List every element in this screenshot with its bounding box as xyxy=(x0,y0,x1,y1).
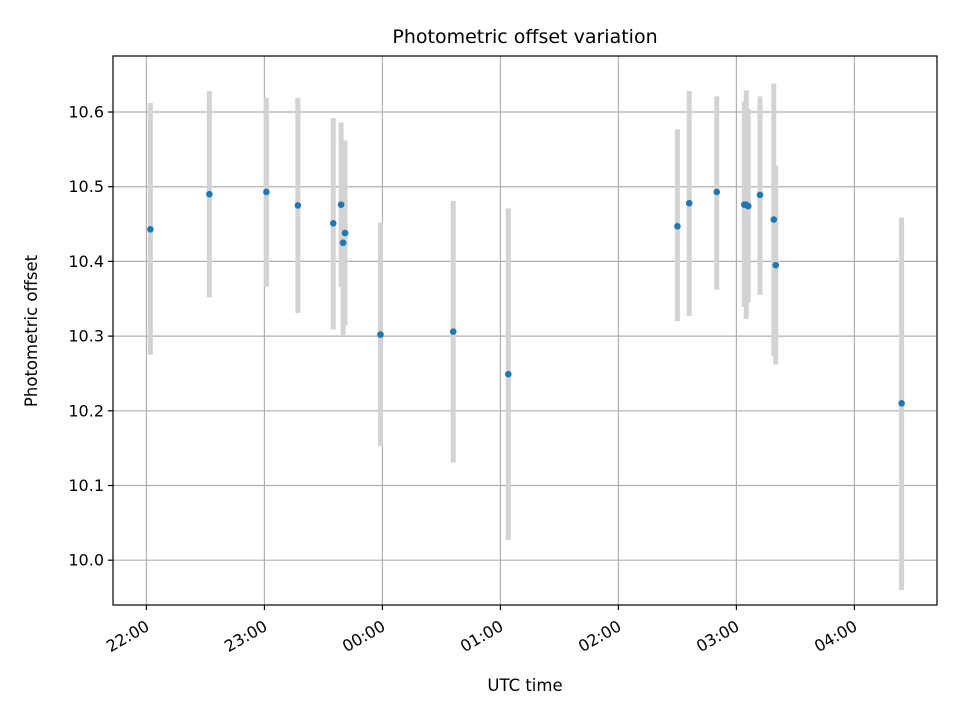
chart-title: Photometric offset variation xyxy=(392,26,657,48)
data-point xyxy=(674,223,681,230)
data-point xyxy=(713,188,721,196)
y-tick-label: 10.6 xyxy=(68,103,104,122)
data-point xyxy=(341,229,349,237)
data-point xyxy=(770,216,778,223)
data-point xyxy=(263,188,270,196)
data-point xyxy=(294,202,302,209)
plot-background xyxy=(113,56,937,605)
x-axis-label: UTC time xyxy=(487,676,562,695)
data-point xyxy=(744,202,752,210)
data-point xyxy=(339,239,347,247)
y-axis-label: Photometric offset xyxy=(22,254,41,407)
y-tick-label: 10.0 xyxy=(68,551,104,570)
data-point xyxy=(337,201,345,208)
y-tick-label: 10.2 xyxy=(68,401,104,420)
data-point xyxy=(772,261,780,269)
data-point xyxy=(449,328,457,335)
data-point xyxy=(329,220,337,227)
y-tick-label: 10.4 xyxy=(68,252,104,271)
data-point xyxy=(685,199,693,207)
y-tick-label: 10.1 xyxy=(68,476,104,495)
y-tick-label: 10.5 xyxy=(68,177,104,196)
data-point xyxy=(147,225,154,233)
data-point xyxy=(898,400,905,407)
data-point xyxy=(504,370,512,378)
data-point xyxy=(377,331,384,338)
y-tick-label: 10.3 xyxy=(68,327,104,346)
data-points xyxy=(147,188,905,407)
data-point xyxy=(756,191,764,199)
data-point xyxy=(206,190,213,198)
plot-frame xyxy=(112,55,938,606)
